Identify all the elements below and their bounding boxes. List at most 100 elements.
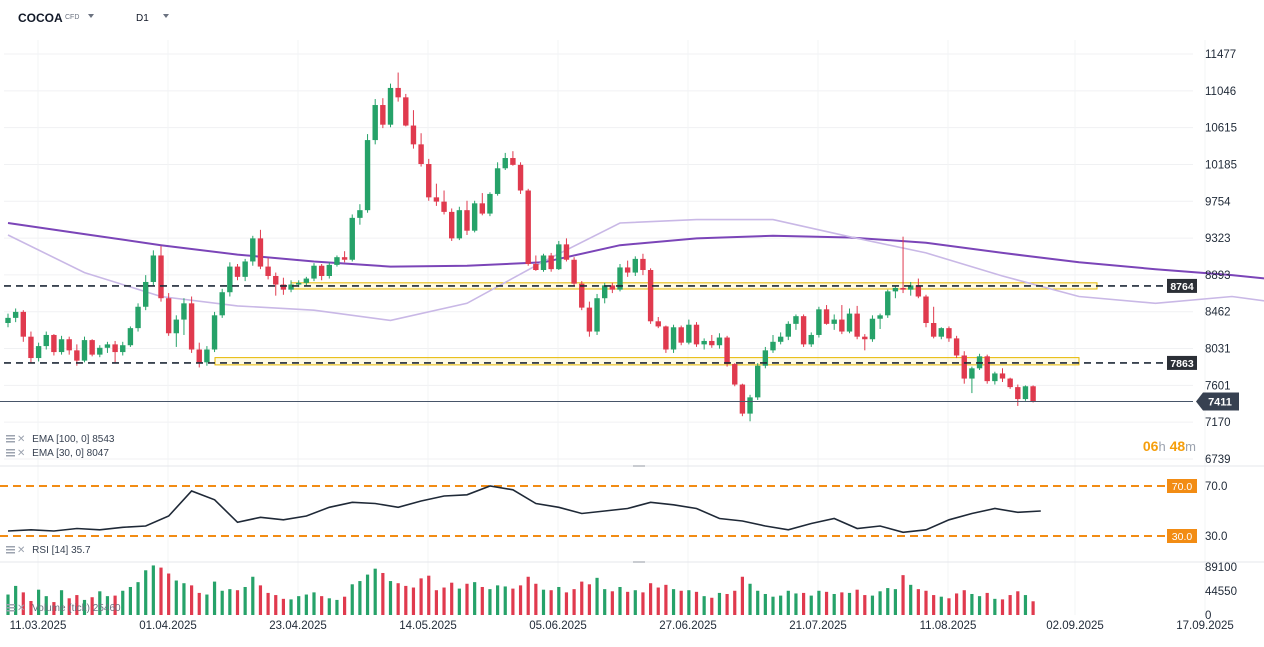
bear-candle[interactable] bbox=[449, 211, 455, 239]
bear-candle[interactable] bbox=[28, 336, 34, 359]
bear-candle[interactable] bbox=[854, 313, 860, 337]
bear-candle[interactable] bbox=[433, 197, 440, 202]
bull-candle[interactable] bbox=[502, 158, 508, 169]
close-icon[interactable]: ✕ bbox=[17, 545, 26, 556]
bull-candle[interactable] bbox=[869, 318, 876, 340]
bull-candle[interactable] bbox=[97, 347, 103, 355]
bull-candle[interactable] bbox=[785, 323, 791, 337]
bull-candle[interactable] bbox=[602, 285, 608, 299]
bear-candle[interactable] bbox=[510, 158, 516, 165]
bear-candle[interactable] bbox=[1015, 387, 1021, 400]
bull-candle[interactable] bbox=[311, 265, 317, 279]
timeframe-dropdown-icon[interactable] bbox=[163, 14, 169, 18]
bear-candle[interactable] bbox=[479, 203, 485, 214]
bull-candle[interactable] bbox=[487, 193, 493, 214]
bull-candle[interactable] bbox=[35, 346, 42, 359]
bull-candle[interactable] bbox=[770, 341, 776, 351]
bull-candle[interactable] bbox=[908, 285, 914, 290]
bear-candle[interactable] bbox=[1007, 378, 1013, 388]
bear-candle[interactable] bbox=[280, 284, 287, 290]
bull-candle[interactable] bbox=[892, 287, 899, 292]
bull-candle[interactable] bbox=[846, 313, 853, 332]
bear-candle[interactable] bbox=[66, 339, 72, 351]
bear-candle[interactable] bbox=[862, 336, 868, 340]
bull-candle[interactable] bbox=[104, 344, 111, 348]
bear-candle[interactable] bbox=[464, 210, 470, 231]
bull-candle[interactable] bbox=[701, 340, 707, 345]
bear-candle[interactable] bbox=[51, 334, 57, 353]
bear-candle[interactable] bbox=[318, 265, 325, 276]
bear-candle[interactable] bbox=[1030, 386, 1036, 402]
bull-candle[interactable] bbox=[716, 337, 723, 346]
bull-candle[interactable] bbox=[296, 282, 302, 285]
bear-candle[interactable] bbox=[724, 337, 730, 365]
bear-candle[interactable] bbox=[257, 238, 264, 267]
bull-candle[interactable] bbox=[227, 266, 233, 293]
bear-candle[interactable] bbox=[732, 364, 738, 385]
bear-candle[interactable] bbox=[923, 296, 929, 324]
bear-candle[interactable] bbox=[112, 344, 118, 353]
bear-candle[interactable] bbox=[188, 303, 195, 350]
bear-candle[interactable] bbox=[234, 266, 241, 277]
bear-candle[interactable] bbox=[624, 267, 631, 273]
bear-candle[interactable] bbox=[839, 319, 845, 332]
bull-candle[interactable] bbox=[617, 267, 623, 290]
bull-candle[interactable] bbox=[204, 349, 210, 363]
bull-candle[interactable] bbox=[150, 255, 157, 282]
bear-candle[interactable] bbox=[579, 283, 585, 308]
bear-candle[interactable] bbox=[647, 270, 654, 322]
bull-candle[interactable] bbox=[494, 168, 501, 194]
bear-candle[interactable] bbox=[586, 307, 593, 332]
close-icon[interactable]: ✕ bbox=[17, 448, 26, 459]
bull-candle[interactable] bbox=[808, 334, 814, 345]
bear-candle[interactable] bbox=[984, 356, 990, 382]
bear-candle[interactable] bbox=[395, 87, 401, 98]
bull-candle[interactable] bbox=[211, 315, 218, 350]
bear-candle[interactable] bbox=[800, 316, 807, 345]
settings-icon[interactable] bbox=[6, 604, 15, 612]
bear-candle[interactable] bbox=[533, 264, 539, 271]
symbol-label[interactable]: COCOA bbox=[18, 11, 63, 25]
bear-candle[interactable] bbox=[196, 349, 202, 363]
bear-candle[interactable] bbox=[403, 97, 409, 126]
bull-candle[interactable] bbox=[670, 327, 677, 350]
bear-candle[interactable] bbox=[663, 326, 669, 350]
pane-resize-handle[interactable] bbox=[633, 561, 645, 563]
bull-candle[interactable] bbox=[1022, 386, 1029, 400]
bull-candle[interactable] bbox=[81, 340, 88, 361]
bear-candle[interactable] bbox=[410, 125, 417, 145]
bear-candle[interactable] bbox=[265, 266, 271, 276]
bull-candle[interactable] bbox=[242, 261, 248, 277]
bull-candle[interactable] bbox=[556, 244, 562, 270]
bear-candle[interactable] bbox=[930, 323, 937, 337]
bull-candle[interactable] bbox=[938, 328, 944, 337]
timeframe-label[interactable]: D1 bbox=[136, 13, 149, 24]
bull-candle[interactable] bbox=[334, 257, 340, 265]
bull-candle[interactable] bbox=[992, 373, 998, 382]
bear-candle[interactable] bbox=[563, 244, 570, 260]
bull-candle[interactable] bbox=[143, 281, 149, 307]
bull-candle[interactable] bbox=[762, 350, 769, 366]
bear-candle[interactable] bbox=[165, 298, 172, 334]
bear-candle[interactable] bbox=[89, 340, 95, 355]
close-icon[interactable]: ✕ bbox=[17, 434, 26, 445]
bull-candle[interactable] bbox=[120, 345, 126, 353]
bull-candle[interactable] bbox=[5, 317, 11, 324]
bear-candle[interactable] bbox=[571, 259, 577, 284]
bull-candle[interactable] bbox=[43, 334, 49, 347]
pane-resize-handle[interactable] bbox=[633, 465, 645, 467]
bull-candle[interactable] bbox=[288, 284, 294, 290]
bull-candle[interactable] bbox=[58, 339, 65, 353]
bull-candle[interactable] bbox=[686, 324, 692, 343]
bear-candle[interactable] bbox=[999, 373, 1006, 379]
bull-candle[interactable] bbox=[969, 368, 975, 379]
bull-candle[interactable] bbox=[349, 217, 355, 260]
bull-candle[interactable] bbox=[127, 328, 134, 346]
bear-candle[interactable] bbox=[946, 328, 952, 339]
bull-candle[interactable] bbox=[831, 319, 837, 324]
bear-candle[interactable] bbox=[418, 144, 424, 165]
bull-candle[interactable] bbox=[793, 316, 799, 324]
bear-candle[interactable] bbox=[426, 164, 432, 198]
bull-candle[interactable] bbox=[885, 291, 891, 316]
